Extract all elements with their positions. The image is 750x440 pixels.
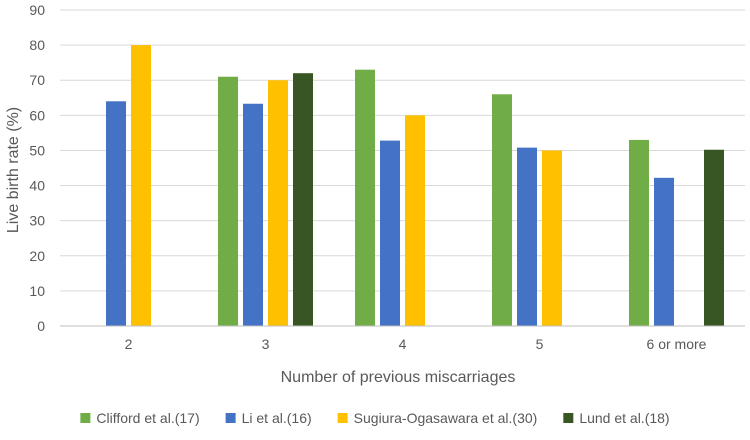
y-tick-label: 20 — [29, 248, 45, 264]
bar-2-series-3 — [131, 45, 151, 326]
y-tick-label: 30 — [29, 213, 45, 229]
bar-4-series-1 — [355, 69, 375, 326]
y-tick-label: 10 — [29, 283, 45, 299]
legend-item: Clifford et al.(17) — [80, 410, 200, 426]
bar-3-series-1 — [218, 76, 238, 326]
x-tick-label: 2 — [125, 336, 133, 352]
bar-3-series-4 — [293, 73, 313, 326]
legend: Clifford et al.(17) Li et al.(16) Sugiura-… — [80, 410, 670, 426]
bar-5-series-2 — [517, 147, 537, 326]
bar-2-series-2 — [106, 101, 126, 327]
bar-4-series-2 — [380, 140, 400, 326]
y-tick-label: 50 — [29, 142, 45, 158]
bar-6-or-more-series-2 — [654, 177, 674, 326]
y-tick-label: 0 — [37, 318, 45, 334]
legend-label: Lund et al.(18) — [579, 410, 669, 426]
legend-swatch — [563, 413, 574, 423]
bars — [106, 45, 724, 327]
axes: 0 10 20 30 40 50 60 70 80 90 2 3 4 5 6 or more — [29, 2, 745, 352]
bar-5-series-1 — [492, 94, 512, 327]
x-axis-title: Number of previous miscarriages — [281, 369, 516, 386]
legend-label: Li et al.(16) — [242, 410, 312, 426]
bar-3-series-2 — [243, 103, 263, 326]
legend-label: Clifford et al.(17) — [96, 410, 199, 426]
bar-6-or-more-series-4 — [704, 149, 724, 326]
bar-3-series-3 — [268, 80, 288, 326]
legend-label: Sugiura-Ogasawara et al.(30) — [354, 410, 538, 426]
y-tick-label: 80 — [29, 37, 45, 53]
legend-item: Lund et al.(18) — [563, 410, 670, 426]
x-tick-label: 6 or more — [647, 336, 707, 352]
y-tick-label: 90 — [29, 2, 45, 18]
bar-5-series-3 — [542, 150, 562, 326]
legend-swatch — [80, 413, 91, 423]
legend-swatch — [225, 413, 236, 423]
x-tick-label: 4 — [399, 336, 407, 352]
bar-6-or-more-series-1 — [629, 139, 649, 326]
bar-4-series-3 — [405, 115, 425, 326]
x-tick-label: 3 — [262, 336, 270, 352]
legend-item: Sugiura-Ogasawara et al.(30) — [337, 410, 538, 426]
legend-swatch — [337, 413, 348, 423]
gridlines — [60, 9, 745, 292]
y-axis-title: Live birth rate (%) — [5, 107, 22, 233]
y-tick-label: 70 — [29, 72, 45, 88]
x-tick-label: 5 — [536, 336, 544, 352]
legend-item: Li et al.(16) — [225, 410, 312, 426]
y-tick-label: 60 — [29, 107, 45, 123]
y-tick-label: 40 — [29, 178, 45, 194]
